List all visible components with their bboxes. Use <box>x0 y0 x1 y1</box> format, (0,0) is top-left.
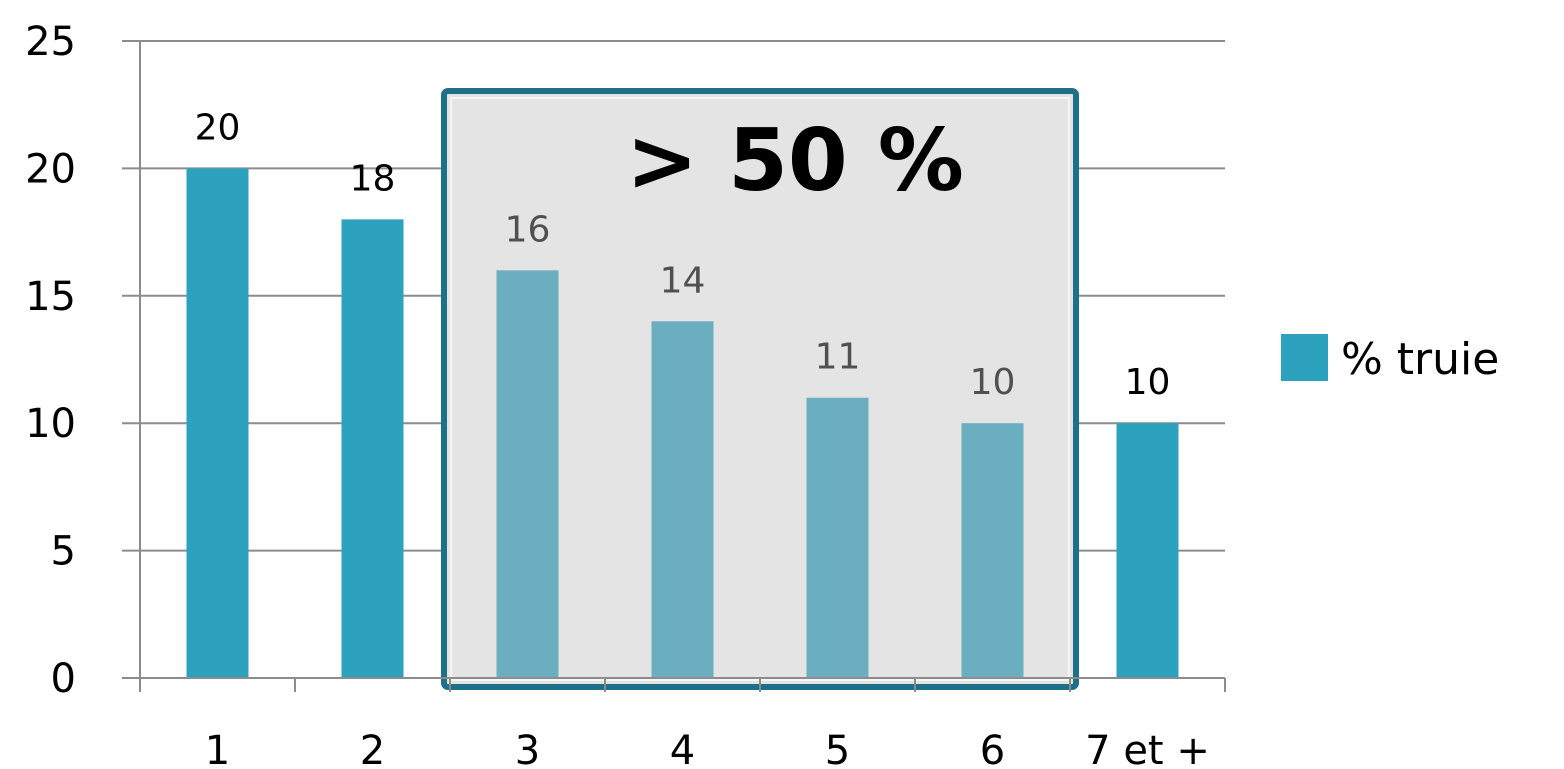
legend-label: % truie <box>1341 334 1499 385</box>
data-label: 16 <box>505 209 551 250</box>
y-tick-label: 0 <box>51 656 76 702</box>
x-tick-label: 4 <box>670 728 695 769</box>
bar-5 <box>806 397 869 678</box>
data-label: 11 <box>815 337 861 378</box>
x-tick-label: 5 <box>825 728 850 769</box>
x-tick-label: 1 <box>205 728 230 769</box>
data-label: 20 <box>195 107 241 148</box>
bar-7-et- <box>1116 423 1179 678</box>
data-label: 18 <box>350 158 396 199</box>
bar-1 <box>186 168 249 678</box>
bar-3 <box>496 270 559 678</box>
y-tick-label: 10 <box>25 401 76 447</box>
data-label: 10 <box>970 362 1016 403</box>
data-label: 14 <box>660 260 706 301</box>
bars <box>186 168 1179 679</box>
y-tick-label: 20 <box>25 146 76 192</box>
x-tick-label: 6 <box>980 728 1005 769</box>
y-tick-label: 15 <box>25 274 76 320</box>
x-tick-label: 3 <box>515 728 540 769</box>
legend: % truie <box>1281 334 1499 385</box>
bar-6 <box>961 423 1024 678</box>
x-tick-label: 7 et + <box>1085 728 1210 769</box>
y-tick-label: 5 <box>51 529 76 575</box>
data-label: 10 <box>1125 362 1171 403</box>
bar-4 <box>651 321 714 678</box>
legend-swatch <box>1281 334 1328 381</box>
x-tick-labels: 1 2 3 4 5 6 7 et + <box>205 728 1210 769</box>
y-tick-labels: 0 5 10 15 20 25 <box>25 19 76 702</box>
y-tick-label: 25 <box>25 19 76 65</box>
x-tick-label: 2 <box>360 728 385 769</box>
highlight-annotation: > 50 % <box>626 111 964 211</box>
bar-2 <box>341 219 404 679</box>
axes <box>122 41 1226 692</box>
data-labels: 20 18 16 14 11 10 10 <box>195 107 1171 403</box>
